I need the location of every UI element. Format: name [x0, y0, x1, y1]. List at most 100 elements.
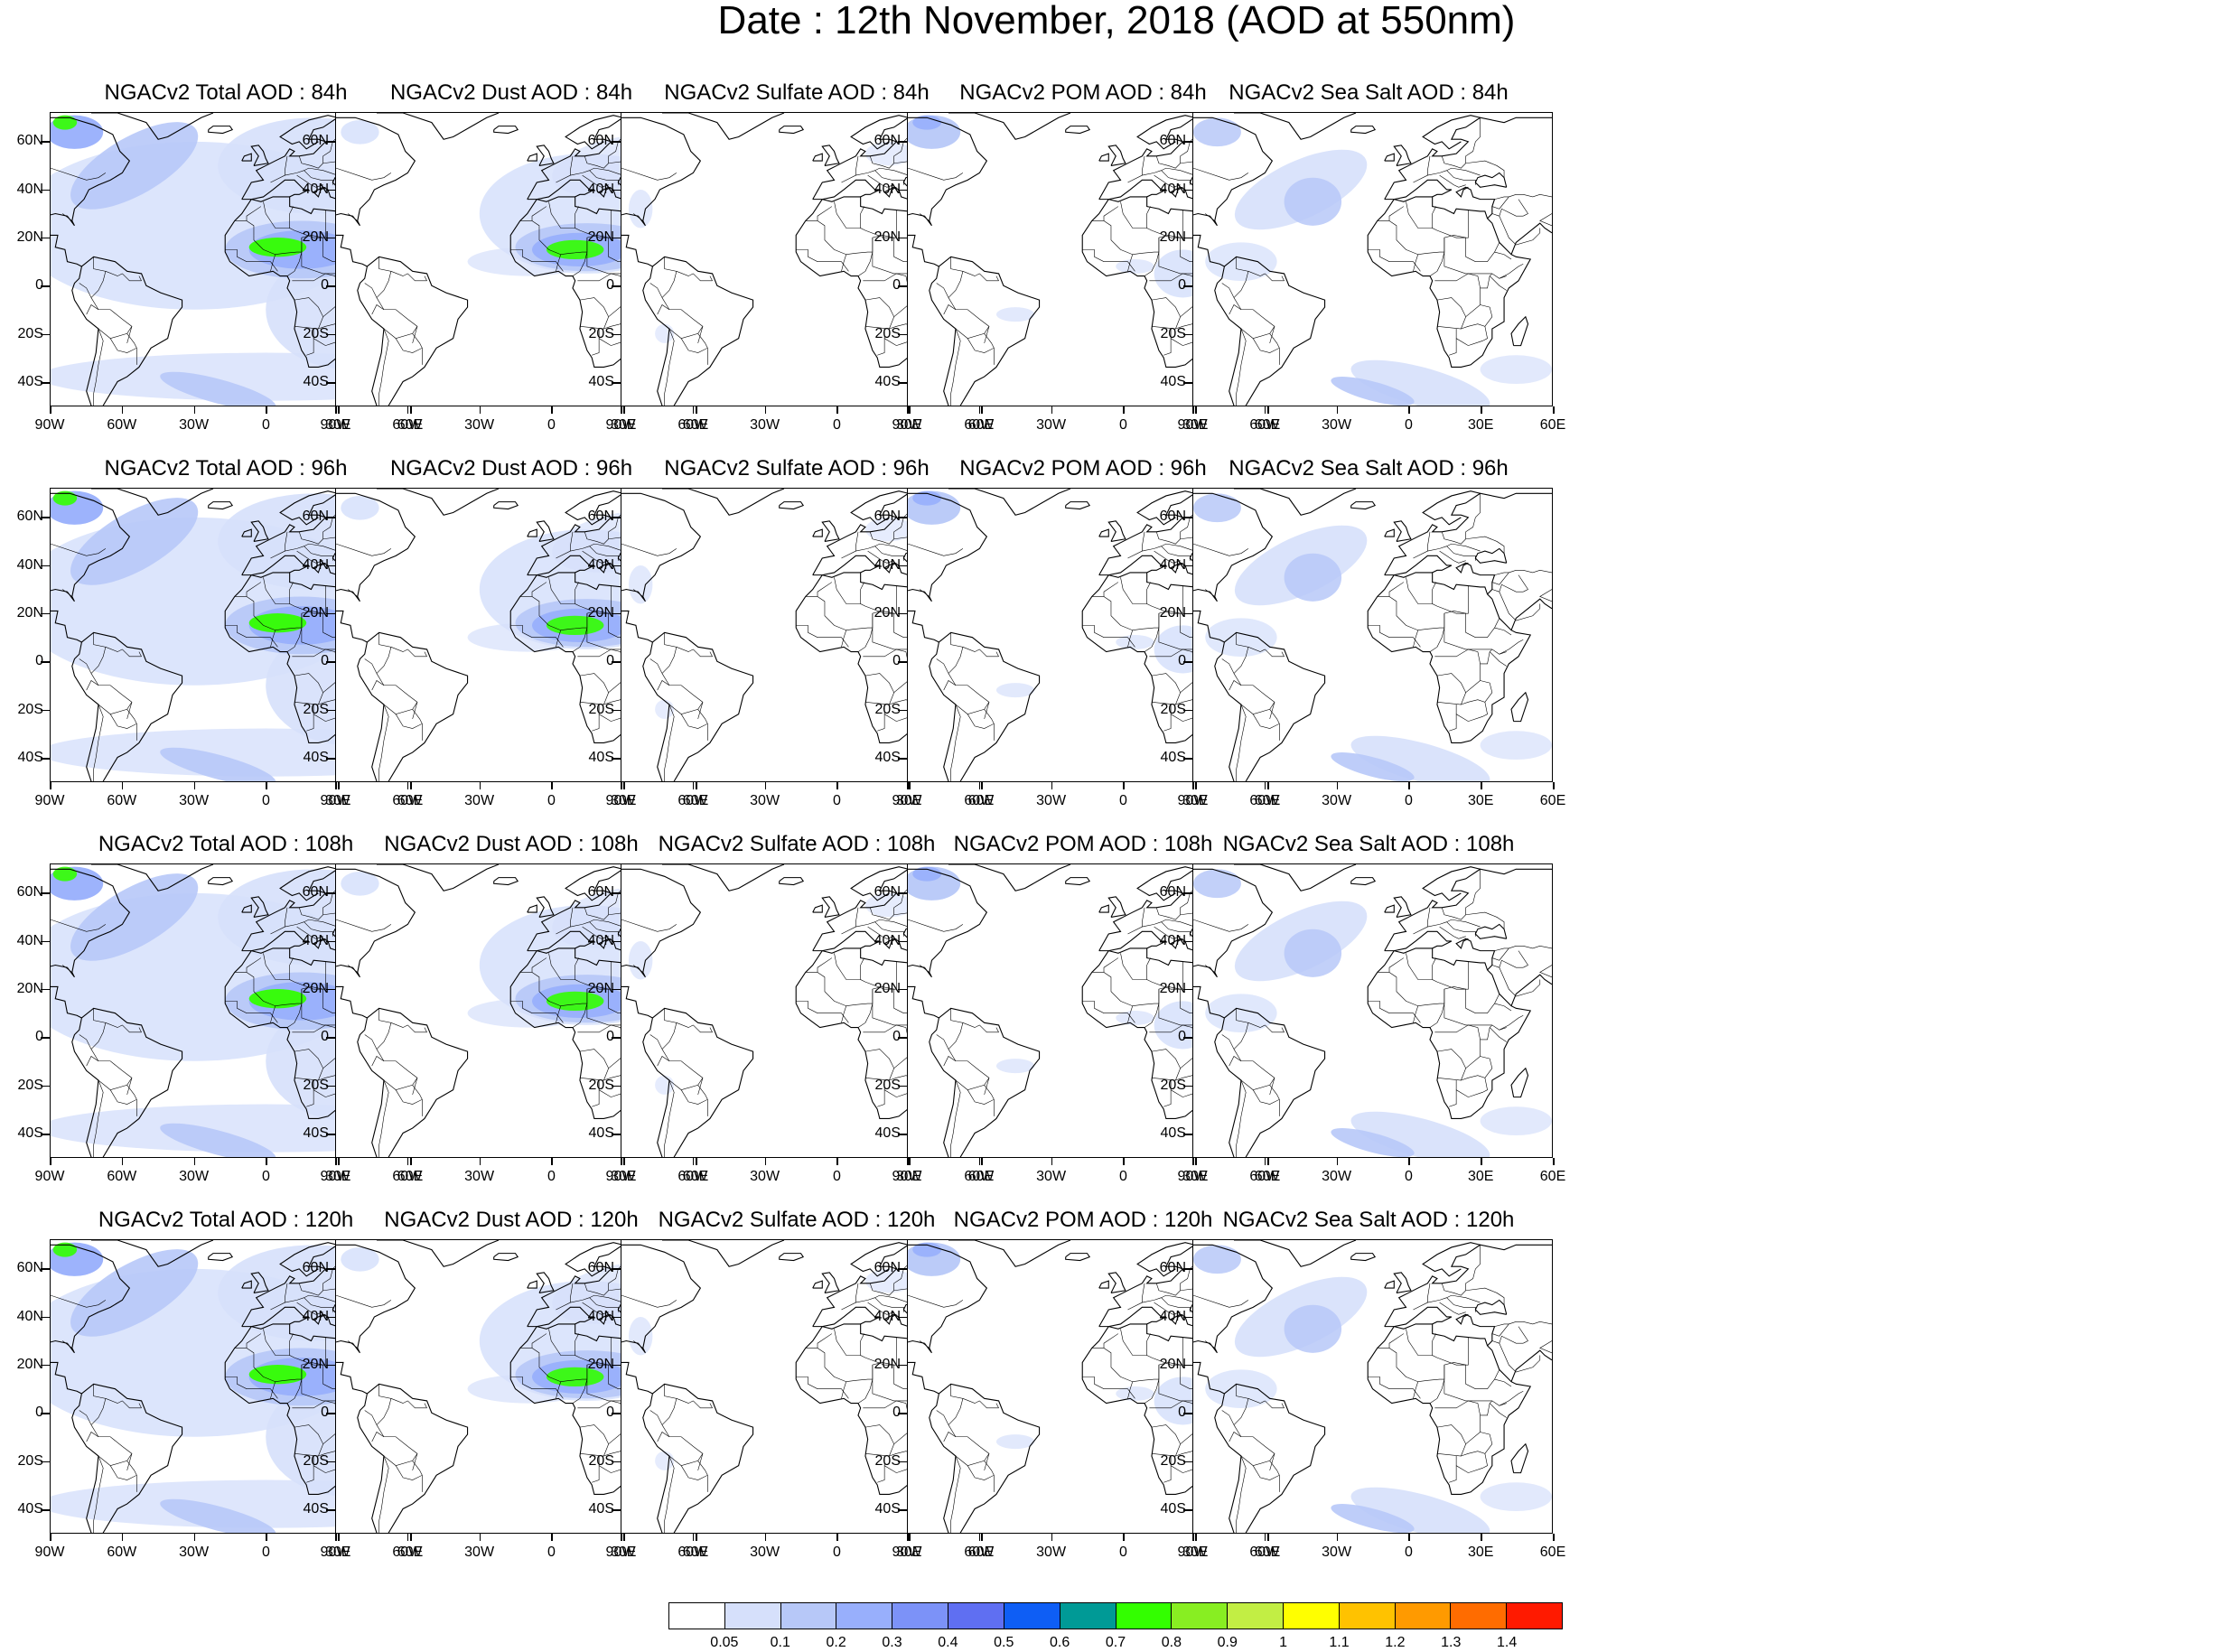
- lat-tick: [41, 189, 50, 191]
- coastline: [1193, 610, 1225, 643]
- aod-field: [160, 747, 276, 781]
- country-border: [633, 965, 643, 973]
- coastline: [536, 520, 555, 542]
- lat-tick: [898, 189, 907, 191]
- country-border: [79, 1034, 92, 1050]
- lat-tick-label: 40N: [1159, 1308, 1186, 1324]
- lat-tick: [612, 661, 621, 663]
- lat-tick: [1183, 709, 1192, 712]
- lat-tick-label: 20N: [874, 980, 901, 996]
- coastline: [850, 115, 909, 150]
- country-border: [592, 338, 600, 356]
- lon-tick: [335, 406, 337, 414]
- coastline: [1233, 113, 1357, 140]
- lat-tick-label: 20S: [1160, 701, 1186, 717]
- country-border: [364, 1034, 378, 1050]
- coastline: [1474, 923, 1508, 939]
- coastline: [621, 985, 653, 1019]
- lon-tick-label: 0: [832, 1545, 841, 1560]
- country-border: [995, 651, 999, 657]
- lon-tick: [193, 1534, 196, 1541]
- country-border: [234, 206, 262, 221]
- lat-tick: [898, 758, 907, 760]
- map-frame: [1192, 112, 1553, 406]
- lon-tick-label: 0: [1118, 793, 1127, 808]
- country-border: [1439, 550, 1466, 564]
- coastline: [527, 904, 537, 913]
- lon-tick: [909, 782, 911, 789]
- country-border: [592, 1089, 600, 1107]
- lon-tick-label: 60W: [677, 793, 708, 808]
- country-border: [621, 167, 677, 181]
- lat-tick: [898, 1134, 907, 1135]
- lat-tick-label: 40S: [874, 374, 901, 390]
- country-border: [424, 275, 427, 281]
- coastline: [661, 1240, 785, 1267]
- lat-tick-label: 40N: [874, 181, 901, 197]
- lon-tick: [621, 782, 622, 789]
- lat-tick-label: 40S: [874, 1501, 901, 1517]
- country-border: [1429, 251, 1445, 276]
- country-border: [348, 213, 358, 221]
- country-border: [1432, 957, 1469, 990]
- country-border: [1146, 206, 1183, 238]
- lat-tick: [41, 237, 50, 239]
- coastline: [376, 113, 500, 140]
- lon-tick: [978, 1534, 981, 1541]
- country-border: [570, 531, 574, 552]
- country-border: [285, 155, 288, 176]
- lon-tick-label: 60E: [397, 1169, 424, 1184]
- country-border: [841, 254, 847, 272]
- lat-tick: [898, 1413, 907, 1414]
- country-border: [304, 921, 333, 937]
- country-border: [874, 546, 904, 561]
- coastline: [1367, 572, 1532, 744]
- lat-tick: [612, 517, 621, 518]
- country-border: [1127, 1381, 1134, 1399]
- country-border: [376, 673, 418, 714]
- lat-tick: [898, 237, 907, 239]
- lon-tick-label: 30E: [1467, 1169, 1494, 1184]
- country-border: [1406, 201, 1433, 229]
- country-border: [995, 1403, 999, 1408]
- colorbar-label: 0.6: [1050, 1635, 1070, 1650]
- country-border: [1252, 714, 1280, 741]
- lat-tick: [898, 612, 907, 615]
- lat-tick: [898, 1316, 907, 1318]
- lon-tick-label: 60W: [107, 793, 137, 808]
- lat-tick: [898, 333, 907, 336]
- country-border: [709, 1403, 713, 1408]
- country-border: [1155, 1268, 1191, 1296]
- lon-tick-label: 30W: [1322, 417, 1352, 433]
- coastline: [1384, 930, 1453, 952]
- lat-tick: [1183, 333, 1192, 336]
- lat-tick-label: 40S: [17, 1501, 43, 1517]
- country-border: [948, 1424, 990, 1466]
- lon-tick: [1336, 406, 1339, 414]
- country-border: [1475, 1245, 1481, 1270]
- lat-tick: [41, 1364, 50, 1367]
- lon-tick-label: 0: [547, 793, 556, 808]
- coastline: [376, 864, 500, 891]
- coastline: [1455, 1313, 1496, 1347]
- country-border: [1120, 201, 1147, 229]
- country-border: [877, 1465, 885, 1483]
- country-border: [864, 1068, 894, 1081]
- lat-tick-label: 20S: [588, 701, 614, 717]
- country-border: [556, 1381, 562, 1399]
- coastline: [1098, 555, 1167, 576]
- aod-field: [628, 940, 653, 980]
- lat-tick-label: 20S: [17, 701, 43, 717]
- lon-tick-label: 30W: [1036, 1169, 1067, 1184]
- country-border: [1491, 1335, 1524, 1344]
- country-border: [1205, 1340, 1215, 1349]
- lat-tick-label: 40N: [16, 932, 43, 948]
- lat-tick: [1183, 1316, 1192, 1318]
- lat-tick-label: 60N: [587, 509, 614, 525]
- country-border: [407, 649, 427, 658]
- colorbar-cell: [1395, 1603, 1452, 1629]
- coastline: [1367, 1323, 1532, 1496]
- country-border: [225, 1377, 278, 1399]
- country-border: [1221, 1034, 1235, 1050]
- country-border: [697, 709, 708, 724]
